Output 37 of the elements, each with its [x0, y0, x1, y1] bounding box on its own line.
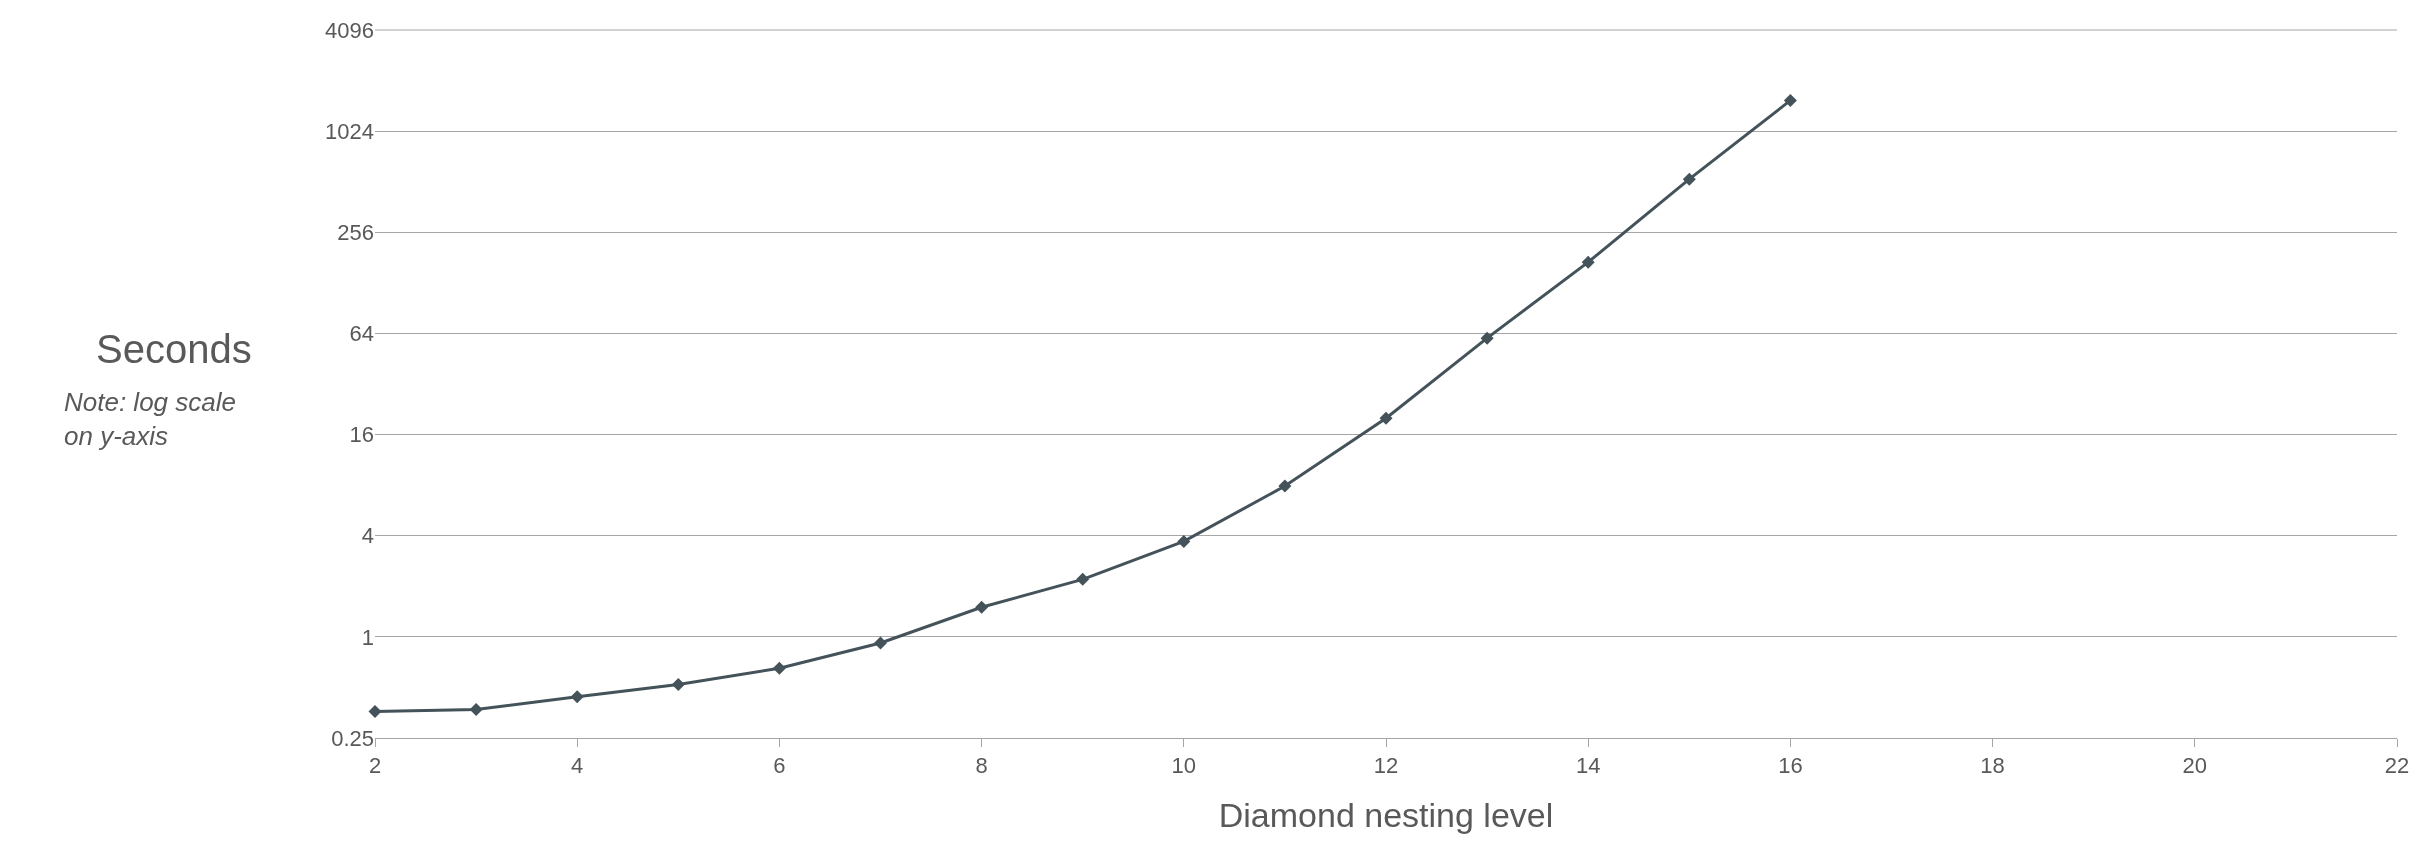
point: [368, 704, 382, 718]
point: [570, 690, 584, 704]
x-tick-label: 2: [368, 753, 382, 779]
x-tick-label: 14: [1575, 753, 1601, 779]
point: [1379, 411, 1393, 425]
point: [1177, 534, 1191, 548]
y-tick-label: 0.25: [331, 725, 374, 751]
point: [1581, 255, 1595, 269]
y-tick-label: 1024: [325, 118, 374, 144]
point: [975, 600, 989, 614]
point: [671, 678, 685, 692]
point: [1076, 572, 1090, 586]
x-tick-label: 22: [2384, 753, 2410, 779]
point: [772, 661, 786, 675]
y-tick-label: 1: [361, 624, 374, 650]
y-tick-label: 64: [349, 321, 374, 347]
point: [1682, 172, 1696, 186]
y-tick-label: 4096: [325, 17, 374, 43]
x-tick-label: 8: [975, 753, 988, 779]
y-tick-label: 16: [349, 422, 374, 448]
point: [1783, 93, 1797, 107]
point: [1480, 331, 1494, 345]
y-tick-label: 4: [361, 523, 374, 549]
x-tick-label: 20: [2182, 753, 2208, 779]
x-tick-label: 18: [1980, 753, 2005, 779]
x-tick-label: 6: [773, 753, 786, 779]
y-axis-title: Seconds: [96, 327, 252, 371]
text: Note: log scale on y-axis: [64, 387, 236, 451]
point: [1278, 479, 1292, 493]
y-tick-label: 256: [337, 219, 374, 245]
point: [874, 636, 887, 650]
x-tick-label: 12: [1373, 753, 1399, 779]
x-axis-title: Diamond nesting level: [1218, 795, 1554, 834]
x-tick-label: 4: [571, 753, 584, 779]
point: [469, 702, 483, 716]
x-tick-label: 16: [1778, 753, 1803, 779]
x-tick-label: 10: [1171, 753, 1197, 779]
